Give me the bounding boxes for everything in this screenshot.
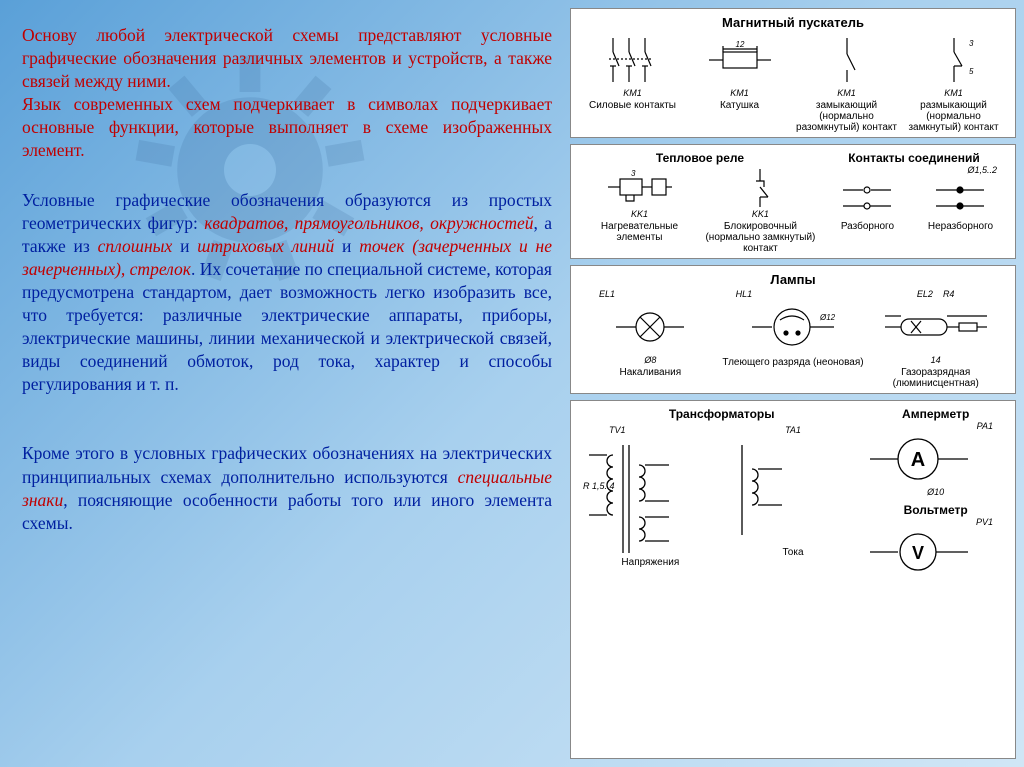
dim: 14 [864, 355, 1007, 365]
sub: Трансформаторы [579, 407, 864, 421]
cap: Силовые контакты [579, 100, 686, 111]
diagram-column: Магнитный пускатель KM1 Силовые контакты… [570, 0, 1024, 767]
ammeter-icon: A [864, 431, 974, 487]
no-contact-icon [827, 32, 867, 88]
ref: R4 [943, 289, 955, 299]
voltage-transformer-icon: R 1,5..4 [579, 435, 689, 555]
svg-text:R 1,5..4: R 1,5..4 [583, 481, 615, 491]
paragraph-3: Кроме этого в условных графических обозн… [22, 442, 552, 534]
cap: Блокировочный (нормально замкнутый) конт… [700, 221, 821, 254]
panel-relay-contacts: Тепловое реле 3 KK1 Нагревательные элеме… [570, 144, 1016, 259]
sub: Вольтметр [864, 503, 1007, 517]
cap: Тлеющего разряда (неоновая) [722, 357, 865, 368]
t: сплошных [98, 236, 173, 256]
ref: PV1 [864, 517, 1007, 527]
panel-lamps: Лампы EL1 Ø8 Накаливания HL1 Ø12 Тлеющег… [570, 265, 1016, 394]
neon-icon: Ø12 [748, 302, 838, 352]
cap: Тока [722, 547, 865, 558]
nc-block-icon [738, 165, 782, 209]
ref: KK1 [579, 209, 700, 219]
ref: TV1 [579, 425, 722, 435]
panel-starter: Магнитный пускатель KM1 Силовые контакты… [570, 8, 1016, 138]
cap: Катушка [686, 100, 793, 111]
sub: Контакты соединений [821, 151, 1007, 165]
cap: Разборного [821, 221, 914, 232]
cap: Накаливания [579, 367, 722, 378]
t: Основу любой электрической схемы предста… [22, 25, 481, 45]
t: штриховых линий [197, 236, 334, 256]
ref: EL1 [579, 289, 722, 299]
ref: KM1 [900, 88, 1007, 98]
text-column: Основу любой электрической схемы предста… [0, 0, 570, 767]
ref: EL2 [917, 289, 933, 299]
panel-transformers-meters: Трансформаторы TV1 R 1,5..4 [570, 400, 1016, 759]
cap: Газоразрядная (люминисцентная) [864, 367, 1007, 389]
svg-text:V: V [912, 543, 924, 563]
dim: Ø10 [864, 487, 1007, 497]
cap: Напряжения [579, 557, 722, 568]
t: . Их сочетание по специальной системе, к… [22, 259, 552, 394]
ref: KK1 [700, 209, 821, 219]
cap: Неразборного [914, 221, 1007, 232]
ref: TA1 [722, 425, 865, 435]
paragraph-2: Условные графические обозначения образую… [22, 189, 552, 397]
power-contacts-icon [603, 32, 663, 88]
dim: Ø1,5..2 [821, 165, 1007, 175]
svg-text:A: A [911, 449, 925, 471]
t: и [172, 236, 197, 256]
ref: KM1 [686, 88, 793, 98]
sub: Тепловое реле [579, 151, 821, 165]
ref: PA1 [864, 421, 1007, 431]
incandescent-icon [610, 302, 690, 352]
fluorescent-icon [881, 302, 991, 352]
current-transformer-icon [722, 435, 802, 545]
ref: KM1 [793, 88, 900, 98]
t: , поясняющие особенности работы того или… [22, 490, 552, 533]
detachable-icon [837, 178, 897, 216]
sub: Амперметр [864, 407, 1007, 421]
cap: замыкающий (нормально разомкнутый) конта… [793, 100, 900, 133]
cap: Нагревательные элементы [579, 221, 700, 243]
heater-icon: 3 [604, 165, 674, 209]
coil-icon: 12 [705, 32, 775, 88]
voltmeter-icon: V [864, 527, 974, 577]
panel-title: Лампы [579, 272, 1007, 287]
cap: размыкающий (нормально замкнутый) контак… [900, 100, 1007, 133]
t: Язык современных схем подчеркивает в сим… [22, 94, 552, 160]
t: квадратов, прямоугольников, окружностей [204, 213, 533, 233]
svg-text:Ø12: Ø12 [819, 313, 836, 322]
svg-text:5: 5 [969, 67, 974, 76]
permanent-icon [930, 178, 990, 216]
svg-text:3: 3 [969, 39, 974, 48]
nc-contact-icon: 35 [929, 32, 979, 88]
svg-text:12: 12 [735, 40, 744, 49]
ref: KM1 [579, 88, 686, 98]
svg-text:3: 3 [631, 169, 636, 178]
paragraph-1: Основу любой электрической схемы предста… [22, 24, 552, 163]
dim: Ø8 [579, 355, 722, 365]
t: и [334, 236, 359, 256]
ref: HL1 [722, 289, 865, 299]
panel-title: Магнитный пускатель [579, 15, 1007, 30]
